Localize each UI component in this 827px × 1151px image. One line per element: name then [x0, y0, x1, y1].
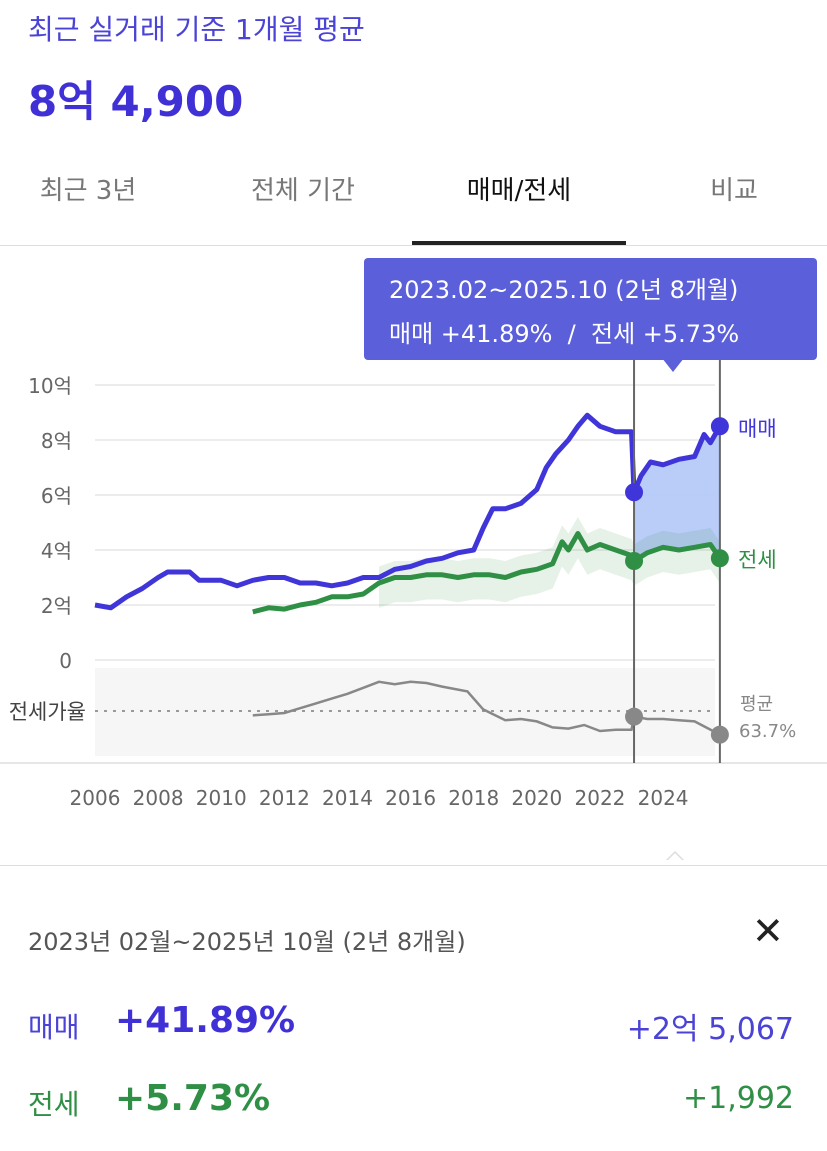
active-tab-indicator — [412, 241, 626, 245]
x-tick-label: 2012 — [259, 786, 310, 810]
price-subtitle: 최근 실거래 기준 1개월 평균 — [28, 13, 365, 46]
x-tick-label: 2024 — [638, 786, 689, 810]
x-tick-label: 2006 — [70, 786, 121, 810]
ratio-marker — [625, 707, 644, 726]
jeonse-marker — [710, 549, 729, 568]
x-tick-label: 2022 — [575, 786, 626, 810]
tab-recent-3-years[interactable]: 최근 3년 — [39, 176, 137, 206]
x-tick-label: 2008 — [133, 786, 184, 810]
tooltip-period: 2023.02~2025.10 (2년 8개월) — [389, 276, 739, 304]
jeonse-label: 전세 — [28, 1088, 80, 1121]
ratio-marker — [710, 725, 729, 744]
y-tick-label: 2억 — [41, 594, 72, 618]
sale-label: 매매 — [28, 1011, 80, 1044]
jeonse-series-label: 전세 — [738, 548, 777, 572]
range-tooltip: 2023.02~2025.10 (2년 8개월) 매매 +41.89% / 전세… — [364, 258, 817, 360]
ratio-average-label: 평균 — [740, 694, 773, 715]
tab-compare[interactable]: 비교 — [710, 176, 758, 206]
x-tick-label: 2018 — [448, 786, 499, 810]
panel-divider — [0, 865, 827, 866]
x-tick-label: 2020 — [511, 786, 562, 810]
jeonse-amount: +1,992 — [682, 1081, 794, 1116]
sale-marker — [625, 483, 644, 502]
average-price: 8억 4,900 — [28, 77, 244, 126]
price-chart[interactable]: 10억 8억 6억 4억 2억 0 2006 2008 2010 2012 2014 2016 2018… — [0, 0, 827, 860]
jeonse-marker — [625, 552, 644, 570]
ratio-label: 전세가율 — [9, 700, 86, 724]
jeonse-percent: +5.73% — [115, 1078, 271, 1119]
y-tick-label: 6억 — [41, 484, 72, 508]
sale-percent: +41.89% — [115, 1000, 296, 1041]
selection-area — [634, 426, 720, 561]
tooltip-caret — [662, 358, 684, 372]
close-icon[interactable]: ✕ — [752, 909, 784, 953]
y-tick-label: 0 — [59, 649, 72, 673]
summary-range: 2023년 02월~2025년 10월 (2년 8개월) — [28, 928, 466, 956]
ratio-average-value: 63.7% — [739, 721, 796, 742]
sale-marker — [710, 417, 729, 436]
sale-series-label: 매매 — [738, 417, 777, 441]
panel-caret — [665, 850, 685, 860]
tab-sale-jeonse[interactable]: 매매/전세 — [466, 176, 572, 206]
tab-all-period[interactable]: 전체 기간 — [251, 176, 355, 206]
tooltip-summary: 매매 +41.89% / 전세 +5.73% — [389, 320, 740, 348]
x-tick-label: 2014 — [322, 786, 373, 810]
x-tick-label: 2010 — [196, 786, 247, 810]
y-tick-label: 8억 — [41, 429, 72, 453]
y-tick-label: 10억 — [28, 374, 72, 398]
sale-amount: +2억 5,067 — [626, 1012, 794, 1047]
tabs-divider — [0, 245, 827, 246]
x-tick-label: 2016 — [385, 786, 436, 810]
y-tick-label: 4억 — [41, 539, 72, 563]
